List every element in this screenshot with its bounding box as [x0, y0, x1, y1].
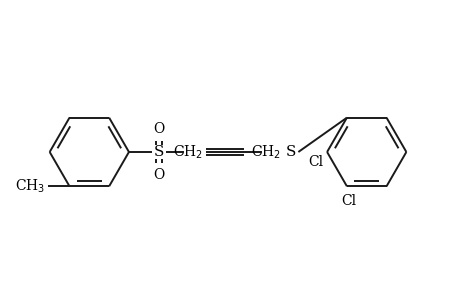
Text: S: S	[153, 145, 163, 159]
Text: CH$_3$: CH$_3$	[16, 178, 45, 195]
Text: CH$_2$: CH$_2$	[173, 143, 203, 161]
Text: Cl: Cl	[341, 194, 356, 208]
Text: S: S	[285, 145, 296, 159]
Text: O: O	[153, 168, 164, 182]
Text: Cl: Cl	[308, 155, 322, 169]
Text: O: O	[153, 122, 164, 136]
Text: CH$_2$: CH$_2$	[250, 143, 280, 161]
